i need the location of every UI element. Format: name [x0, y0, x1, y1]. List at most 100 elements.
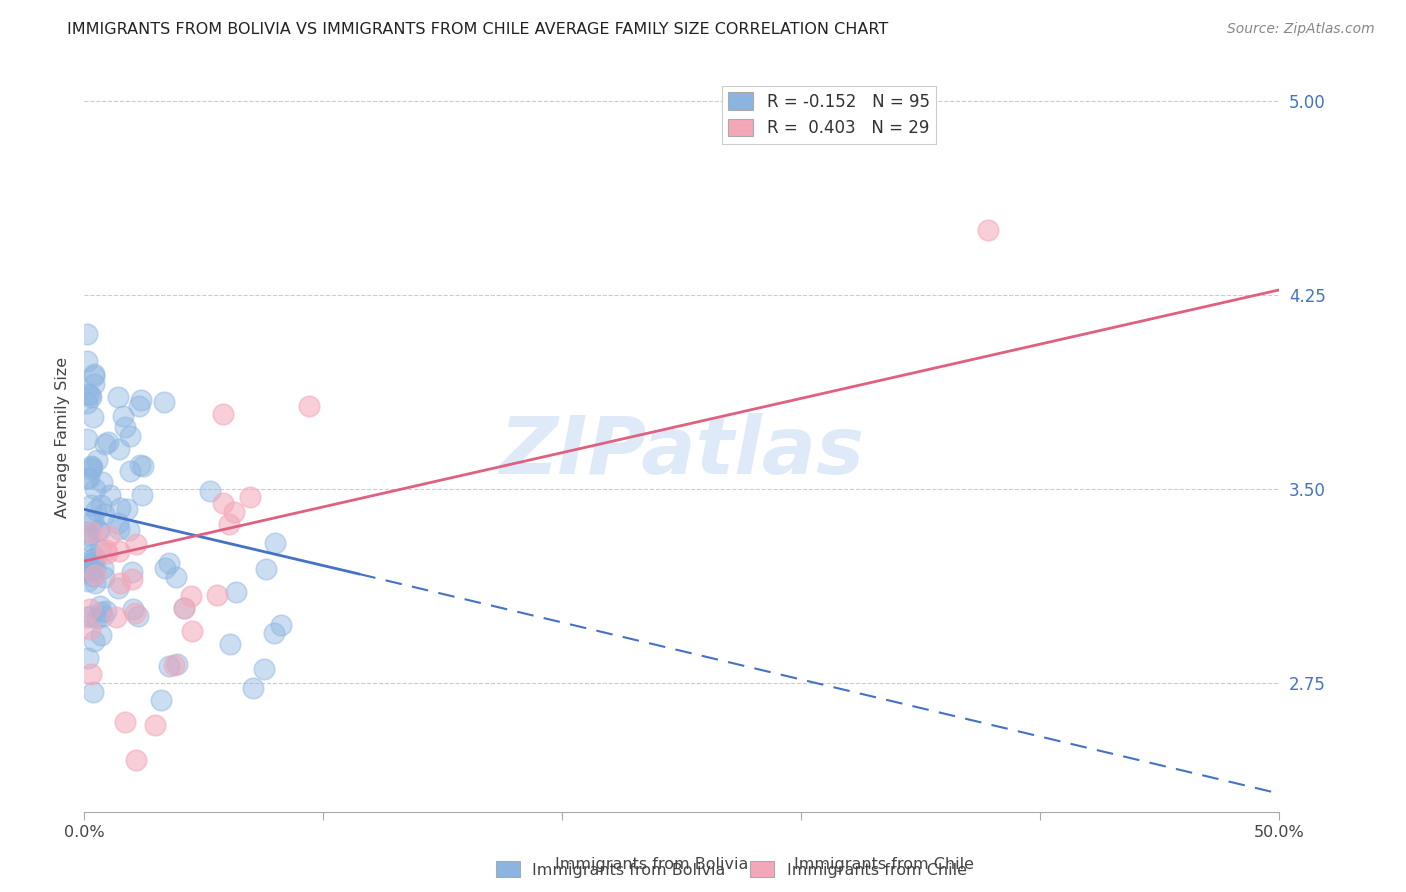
Point: [83, 633, 105, 648]
Point: [222, 505, 245, 519]
Point: [254, 562, 277, 576]
Point: [180, 589, 202, 603]
Point: [84, 482, 107, 496]
Point: [298, 399, 321, 413]
Point: [218, 637, 240, 651]
Text: Immigrants from Chile: Immigrants from Chile: [794, 857, 974, 872]
Point: [121, 566, 143, 580]
Point: [82, 557, 104, 571]
Point: [77, 471, 100, 485]
Point: [79, 666, 101, 681]
Point: [90, 606, 112, 620]
Point: [108, 576, 131, 591]
Point: [83, 377, 105, 392]
Point: [212, 407, 235, 421]
Point: [97, 529, 120, 543]
Point: [124, 753, 146, 767]
Point: [108, 522, 131, 536]
Point: [80, 525, 103, 540]
Point: [107, 390, 129, 404]
Point: [76, 524, 98, 539]
Point: [132, 459, 155, 474]
Point: [94, 437, 117, 451]
Point: [118, 523, 141, 537]
Point: [91, 560, 114, 574]
Point: [94, 603, 117, 617]
Point: [114, 420, 136, 434]
Point: [94, 543, 117, 558]
Point: [76, 574, 98, 589]
Point: [122, 602, 145, 616]
Point: [264, 536, 287, 550]
Point: [76, 354, 98, 368]
Point: [150, 692, 173, 706]
Point: [80, 547, 103, 561]
Point: [242, 681, 264, 695]
Y-axis label: Average Family Size: Average Family Size: [55, 357, 70, 517]
Point: [76, 651, 98, 665]
Point: [80, 458, 103, 473]
Point: [97, 435, 120, 450]
Point: [84, 561, 107, 575]
Point: [173, 601, 195, 615]
Point: [131, 392, 153, 407]
Point: [90, 628, 112, 642]
Point: [89, 541, 111, 556]
Point: [239, 490, 262, 504]
Point: [84, 550, 107, 565]
Point: [79, 609, 101, 624]
Point: [173, 601, 195, 615]
Point: [129, 458, 152, 472]
Point: [118, 429, 141, 443]
Point: [107, 582, 129, 596]
Point: [83, 369, 105, 384]
Point: [79, 387, 101, 401]
Point: [79, 623, 101, 637]
Point: [263, 626, 285, 640]
Point: [93, 570, 115, 584]
Point: [80, 462, 103, 476]
Point: [77, 565, 100, 579]
Point: [128, 399, 150, 413]
Point: [166, 657, 188, 672]
Point: [127, 608, 149, 623]
Point: [124, 607, 146, 621]
Point: [91, 608, 114, 623]
Point: [76, 326, 98, 341]
Point: [86, 611, 108, 625]
Point: [82, 555, 104, 569]
Point: [121, 572, 143, 586]
Point: [82, 569, 104, 583]
Point: [111, 409, 134, 424]
Point: [79, 601, 101, 615]
Point: [76, 396, 98, 410]
Point: [114, 715, 136, 730]
Point: [83, 367, 105, 381]
Point: [205, 588, 228, 602]
Point: [80, 498, 103, 512]
Point: [180, 624, 202, 638]
Point: [155, 561, 177, 575]
Legend: Immigrants from Bolivia, Immigrants from Chile: Immigrants from Bolivia, Immigrants from…: [489, 855, 973, 884]
Point: [225, 585, 247, 599]
Point: [83, 567, 105, 582]
Point: [76, 471, 98, 485]
Point: [86, 523, 108, 537]
Point: [107, 442, 129, 457]
Point: [131, 488, 153, 502]
Point: [80, 460, 103, 475]
Text: ZIPatlas: ZIPatlas: [499, 413, 865, 491]
Point: [105, 609, 128, 624]
Point: [86, 453, 108, 467]
Point: [977, 223, 1000, 237]
Point: [76, 609, 98, 624]
Text: Immigrants from Bolivia: Immigrants from Bolivia: [555, 857, 749, 872]
Text: IMMIGRANTS FROM BOLIVIA VS IMMIGRANTS FROM CHILE AVERAGE FAMILY SIZE CORRELATION: IMMIGRANTS FROM BOLIVIA VS IMMIGRANTS FR…: [67, 22, 889, 37]
Legend: R = -0.152   N = 95, R =  0.403   N = 29: R = -0.152 N = 95, R = 0.403 N = 29: [721, 86, 936, 144]
Point: [82, 551, 104, 566]
Point: [100, 487, 122, 501]
Point: [82, 410, 104, 425]
Point: [153, 395, 176, 409]
Point: [77, 528, 100, 542]
Point: [218, 516, 240, 531]
